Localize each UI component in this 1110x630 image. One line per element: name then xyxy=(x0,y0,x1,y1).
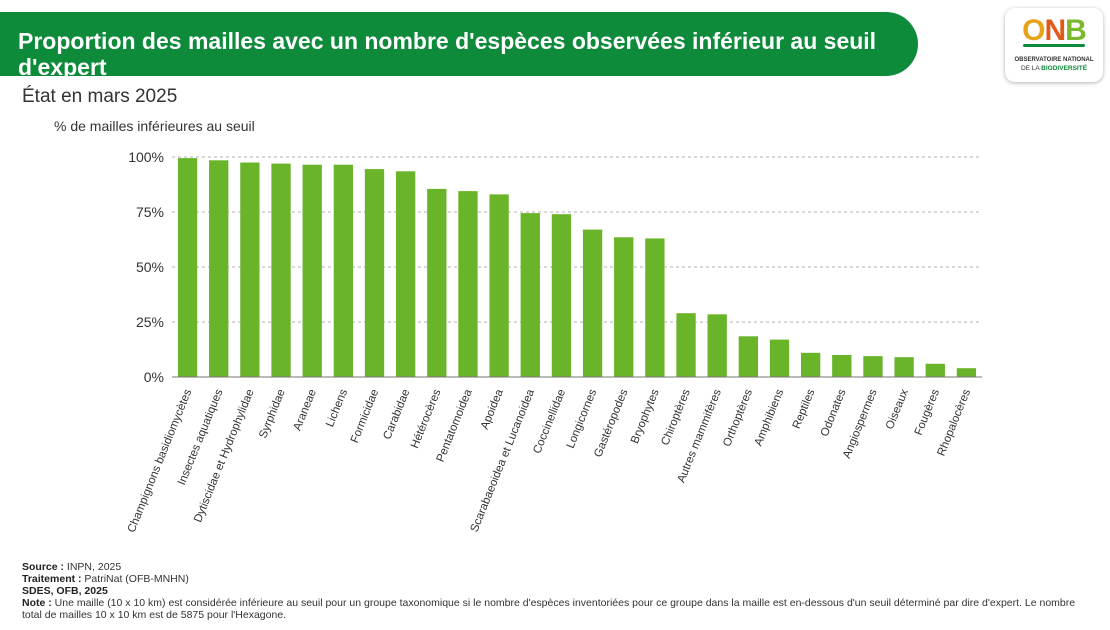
bar xyxy=(863,356,883,377)
x-tick-label: Odonates xyxy=(819,387,849,438)
bar xyxy=(800,352,821,377)
bar-chart: 0%25%50%75%100%Champignons basidiomycète… xyxy=(126,149,982,534)
bar xyxy=(614,237,634,377)
x-tick-label: Reptiles xyxy=(791,387,818,430)
source-line: Source : INPN, 2025 xyxy=(22,561,122,573)
bar xyxy=(271,163,291,377)
bar xyxy=(177,158,198,377)
x-tick-label: Syrphidae xyxy=(257,388,288,441)
logo-underline xyxy=(1023,44,1085,47)
bar xyxy=(769,339,790,377)
bar xyxy=(427,188,447,377)
x-tick-label: Lichens xyxy=(324,387,350,428)
x-tick-label: Chiroptères xyxy=(659,387,692,447)
x-tick-label: Araneae xyxy=(292,388,319,433)
bar xyxy=(956,368,977,377)
y-tick-label: 100% xyxy=(128,149,164,165)
x-tick-label: Oiseaux xyxy=(884,387,911,431)
bar xyxy=(925,363,945,377)
x-tick-label: Bryophytes xyxy=(629,387,662,445)
y-axis-label: % de mailles inférieures au seuil xyxy=(54,118,255,134)
y-tick-label: 0% xyxy=(144,369,164,385)
bar xyxy=(395,171,416,377)
bar xyxy=(551,214,572,377)
bar xyxy=(240,162,260,377)
x-tick-label: Hétérocères xyxy=(409,387,444,450)
treatment-line: Traitement : PatriNat (OFB-MNHN) xyxy=(22,573,189,585)
credit-line: SDES, OFB, 2025 xyxy=(22,585,108,597)
x-tick-label: Orthoptères xyxy=(721,387,755,448)
x-tick-label: Rhopalocères xyxy=(935,387,973,458)
bar xyxy=(209,160,229,377)
bar xyxy=(676,313,696,377)
bar xyxy=(832,355,852,377)
x-tick-label: Dytiscidae et Hydrophylidae xyxy=(192,388,257,525)
y-tick-label: 75% xyxy=(136,204,164,220)
logo-line1: OBSERVATOIRE NATIONAL xyxy=(1014,57,1094,63)
title-banner: Proportion des mailles avec un nombre d'… xyxy=(0,12,918,80)
note-line: Note : Une maille (10 x 10 km) est consi… xyxy=(22,597,1076,621)
y-tick-label: 25% xyxy=(136,314,164,330)
x-tick-label: Carabidae xyxy=(381,388,412,442)
x-tick-label: Longicornes xyxy=(565,387,600,450)
x-tick-label: Apoidea xyxy=(479,387,506,431)
bar xyxy=(333,164,354,377)
x-tick-label: Gastéropodes xyxy=(592,387,630,459)
bar xyxy=(707,314,727,377)
x-tick-label: Amphibiens xyxy=(753,387,787,447)
page-subtitle: État en mars 2025 xyxy=(22,86,178,107)
bar xyxy=(894,357,914,377)
y-tick-label: 50% xyxy=(136,259,164,275)
bar xyxy=(520,213,540,377)
x-tick-label: Formicidae xyxy=(349,388,381,445)
bar xyxy=(364,169,385,377)
bar xyxy=(458,191,478,377)
bar xyxy=(738,336,759,377)
x-tick-label: Coccinellidae xyxy=(531,388,568,456)
x-tick-label: Fougères xyxy=(913,387,942,437)
logo-wordmark: ONB xyxy=(1022,14,1087,47)
x-tick-label: Angiospermes xyxy=(841,387,880,460)
onb-logo: ONB OBSERVATOIRE NATIONAL DE LA BIODIVER… xyxy=(1005,8,1103,82)
bar xyxy=(302,164,322,377)
x-tick-label: Scarabaeoidea et Lucanoidea xyxy=(469,387,538,534)
footer: Source : INPN, 2025 Traitement : PatriNa… xyxy=(22,561,1092,621)
bar xyxy=(582,229,603,377)
logo-line2: DE LA BIODIVERSITÉ xyxy=(1020,65,1088,72)
bar xyxy=(645,238,665,377)
bar xyxy=(489,194,509,377)
page-title: Proportion des mailles avec un nombre d'… xyxy=(18,28,877,80)
